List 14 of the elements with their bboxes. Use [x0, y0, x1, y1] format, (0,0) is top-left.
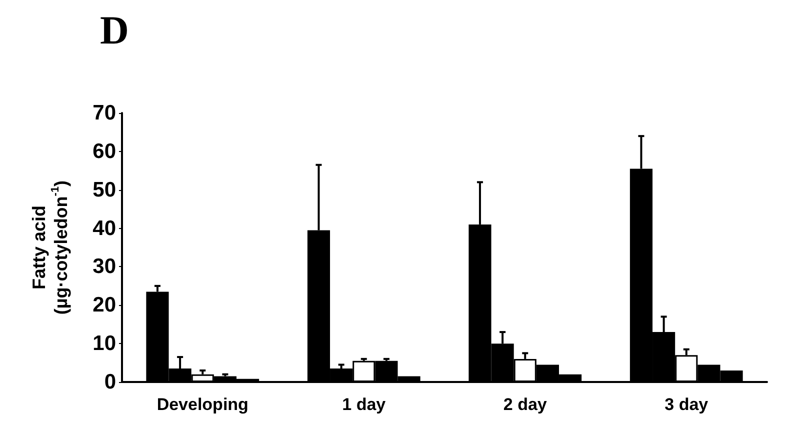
y-tick-label: 70	[92, 102, 116, 124]
x-tick-label: 3 day	[664, 395, 709, 414]
x-tick-label: 1 day	[342, 395, 386, 414]
x-tick-label: Developing	[156, 395, 248, 414]
y-tick-label: 30	[92, 255, 116, 278]
y-tick-label: 40	[92, 216, 116, 240]
y-tick-label: 10	[92, 332, 116, 356]
chart-title: D	[100, 8, 129, 52]
x-tick-label: 2 day	[503, 395, 548, 414]
y-tick-label: 50	[92, 178, 116, 202]
y-tick-label: 60	[92, 140, 116, 163]
y-axis-title: Fatty acid (µg·cotyledon-1)	[29, 180, 71, 315]
y-tick-label: 0	[104, 370, 116, 394]
y-tick-label: 20	[92, 294, 116, 317]
